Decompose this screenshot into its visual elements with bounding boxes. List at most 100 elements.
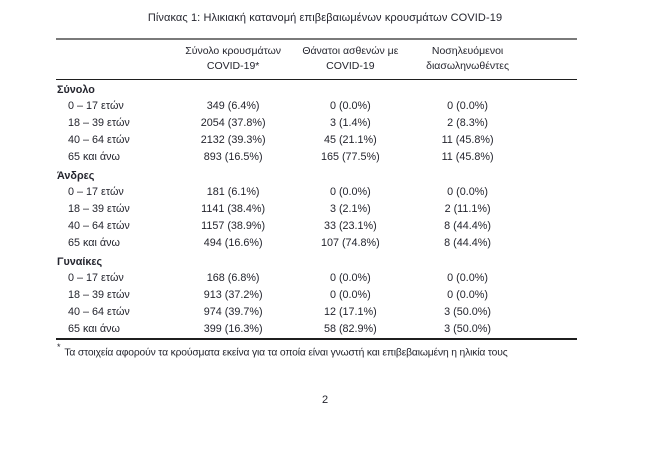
age-group-label: 40 – 64 ετών (68, 220, 130, 232)
header-row: Σύνολο κρουσμάτων COVID-19* Θάνατοι ασθε… (56, 39, 577, 80)
covid-age-table: Σύνολο κρουσμάτων COVID-19* Θάνατοι ασθε… (56, 38, 577, 340)
spacer-cell (525, 132, 577, 149)
table-row: 18 – 39 ετών 2054 (37.8%) 3 (1.4%) 2 (8.3%) (56, 115, 577, 132)
col-header-total-cases: Σύνολο κρουσμάτων COVID-19* (176, 39, 291, 80)
table-row: 0 – 17 ετών 168 (6.8%) 0 (0.0%) 0 (0.0%) (56, 270, 577, 287)
age-group-label: 65 και άνω (68, 151, 120, 163)
deaths-value: 107 (74.8%) (320, 237, 380, 249)
cases-value: 1157 (38.9%) (201, 220, 266, 232)
footnote: *Τα στοιχεία αφορούν τα κρούσματα εκείνα… (56, 342, 577, 359)
age-group-label: 18 – 39 ετών (68, 289, 130, 301)
table-body: Σύνολο 0 – 17 ετών 349 (6.4%) 0 (0.0%) 0 (0.… (56, 80, 577, 340)
col-header-deaths: Θάνατοι ασθενών με COVID-19 (290, 39, 410, 80)
section-header-row: Άνδρες (56, 166, 577, 184)
cases-value: 399 (16.3%) (203, 323, 263, 335)
section-header-row: Γυναίκες (56, 252, 577, 270)
intubated-value: 0 (0.0%) (447, 186, 488, 198)
col-header-line: διασωληνωθέντες (426, 60, 510, 72)
col-header-line: COVID-19 (326, 60, 375, 72)
deaths-value: 165 (77.5%) (320, 151, 380, 163)
col-header-line: COVID-19* (206, 60, 260, 72)
spacer-cell (525, 287, 577, 304)
deaths-value: 0 (0.0%) (329, 289, 371, 301)
intubated-value: 3 (50.0%) (444, 306, 491, 318)
intubated-value: 3 (50.0%) (444, 323, 491, 335)
spacer-cell (525, 184, 577, 201)
section-label: Γυναίκες (57, 256, 103, 268)
spacer-cell (525, 321, 577, 339)
age-group-label: 18 – 39 ετών (68, 117, 130, 129)
age-group-label: 65 και άνω (68, 237, 120, 249)
age-group-label: 0 – 17 ετών (68, 100, 124, 112)
deaths-value: 0 (0.0%) (329, 186, 371, 198)
spacer-cell (525, 304, 577, 321)
deaths-value: 33 (23.1%) (323, 220, 377, 232)
spacer-cell (525, 39, 577, 80)
table-header: Σύνολο κρουσμάτων COVID-19* Θάνατοι ασθε… (56, 39, 577, 80)
table-region: Σύνολο κρουσμάτων COVID-19* Θάνατοι ασθε… (56, 38, 577, 358)
deaths-value: 0 (0.0%) (329, 272, 371, 284)
col-header-intubated: Νοσηλευόμενοι διασωληνωθέντες (410, 39, 525, 80)
deaths-value: 0 (0.0%) (329, 100, 371, 112)
deaths-value: 58 (82.9%) (323, 323, 377, 335)
age-group-label: 40 – 64 ετών (68, 306, 130, 318)
cases-value: 494 (16.6%) (203, 237, 263, 249)
intubated-value: 0 (0.0%) (447, 272, 488, 284)
intubated-value: 11 (45.8%) (441, 134, 494, 146)
intubated-value: 11 (45.8%) (441, 151, 494, 163)
spacer-cell (525, 149, 577, 166)
cases-value: 893 (16.5%) (203, 151, 263, 163)
empty-header-cell (56, 39, 176, 80)
intubated-value: 8 (44.4%) (444, 237, 491, 249)
table-row: 40 – 64 ετών 974 (39.7%) 12 (17.1%) 3 (50.0… (56, 304, 577, 321)
deaths-value: 3 (2.1%) (329, 203, 371, 215)
footnote-text: Τα στοιχεία αφορούν τα κρούσματα εκείνα … (64, 347, 508, 359)
intubated-value: 0 (0.0%) (447, 289, 488, 301)
deaths-value: 12 (17.1%) (323, 306, 377, 318)
cases-value: 913 (37.2%) (203, 289, 263, 301)
table-row: 65 και άνω 399 (16.3%) 58 (82.9%) 3 (50.0%) (56, 321, 577, 339)
table-row: 65 και άνω 494 (16.6%) 107 (74.8%) 8 (44.4%… (56, 235, 577, 252)
spacer-cell (525, 201, 577, 218)
spacer-cell (525, 98, 577, 115)
table-row: 0 – 17 ετών 181 (6.1%) 0 (0.0%) 0 (0.0%) (56, 184, 577, 201)
age-group-label: 0 – 17 ετών (68, 186, 124, 198)
section-label: Σύνολο (57, 84, 95, 96)
table-row: 18 – 39 ετών 913 (37.2%) 0 (0.0%) 0 (0.0%) (56, 287, 577, 304)
intubated-value: 0 (0.0%) (447, 100, 488, 112)
spacer-cell (525, 235, 577, 252)
table-row: 40 – 64 ετών 1157 (38.9%) 33 (23.1%) 8 (44.… (56, 218, 577, 235)
table-row: 18 – 39 ετών 1141 (38.4%) 3 (2.1%) 2 (11.1%… (56, 201, 577, 218)
deaths-value: 3 (1.4%) (329, 117, 371, 129)
table-row: 0 – 17 ετών 349 (6.4%) 0 (0.0%) 0 (0.0%) (56, 98, 577, 115)
cases-value: 181 (6.1%) (206, 186, 260, 198)
cases-value: 2132 (39.3%) (200, 134, 266, 146)
age-group-label: 0 – 17 ετών (68, 272, 124, 284)
spacer-cell (525, 270, 577, 287)
intubated-value: 2 (11.1%) (444, 203, 491, 215)
table-title: Πίνακας 1: Ηλικιακή κατανομή επιβεβαιωμέ… (147, 12, 503, 24)
age-group-label: 65 και άνω (68, 323, 120, 335)
cases-value: 974 (39.7%) (203, 306, 263, 318)
col-header-line: Νοσηλευόμενοι (431, 45, 504, 57)
cases-value: 1141 (38.4%) (201, 203, 266, 215)
section-header-row: Σύνολο (56, 80, 577, 99)
col-header-line: Σύνολο κρουσμάτων (185, 45, 282, 57)
page-number: 2 (321, 394, 329, 406)
cases-value: 349 (6.4%) (206, 100, 260, 112)
deaths-value: 45 (21.1%) (323, 134, 377, 146)
section-label: Άνδρες (57, 170, 95, 182)
spacer-cell (525, 218, 577, 235)
age-group-label: 18 – 39 ετών (68, 203, 130, 215)
table-row: 65 και άνω 893 (16.5%) 165 (77.5%) 11 (45.8… (56, 149, 577, 166)
intubated-value: 2 (8.3%) (447, 117, 488, 129)
cases-value: 168 (6.8%) (206, 272, 260, 284)
spacer-cell (525, 115, 577, 132)
intubated-value: 8 (44.4%) (444, 220, 491, 232)
footnote-marker: * (57, 342, 61, 352)
table-row: 40 – 64 ετών 2132 (39.3%) 45 (21.1%) 11 (45… (56, 132, 577, 149)
age-group-label: 40 – 64 ετών (68, 134, 130, 146)
col-header-line: Θάνατοι ασθενών με (302, 45, 399, 57)
cases-value: 2054 (37.8%) (200, 117, 266, 129)
